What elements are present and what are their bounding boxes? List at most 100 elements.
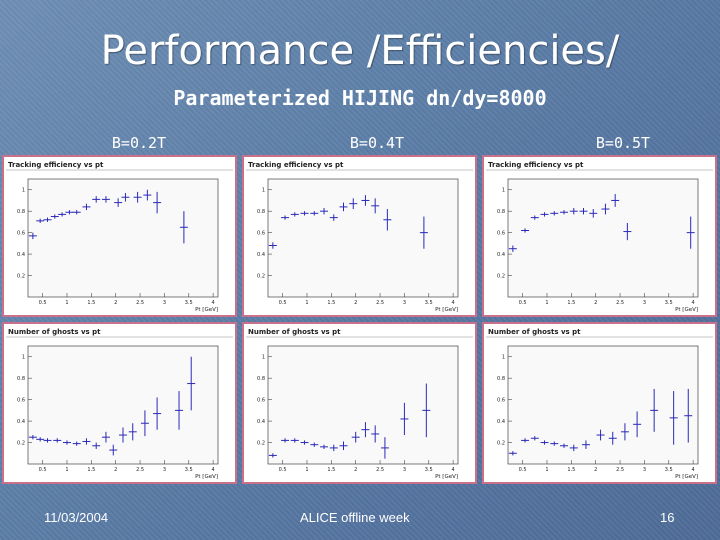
x-tick-label: 4 — [452, 467, 455, 473]
plot-title: Tracking efficiency vs pt — [488, 161, 584, 169]
y-tick-label: 0.4 — [17, 252, 25, 258]
x-tick-label: 4 — [212, 300, 215, 306]
plot-title: Number of ghosts vs pt — [248, 328, 341, 336]
data-point — [109, 444, 118, 456]
footer-event: ALICE offline week — [300, 510, 410, 525]
data-point — [281, 215, 290, 220]
x-tick-label: 1.5 — [87, 467, 95, 473]
x-tick-label: 2.5 — [376, 300, 384, 306]
plot-frame — [267, 178, 459, 298]
ghosts-plot-b04-svg: Number of ghosts vs pt 0.2 0.4 0.6 0.8 1 0.5 1 1… — [246, 328, 473, 480]
data-point — [153, 397, 162, 430]
y-tick-label: 1 — [262, 355, 265, 361]
x-tick-label: 0.5 — [519, 300, 527, 306]
y-tick-label: 0.6 — [257, 398, 265, 404]
x-tick-label: 3 — [643, 467, 646, 473]
x-tick-label: 2.5 — [616, 467, 624, 473]
data-point — [101, 196, 110, 203]
data-point — [92, 196, 101, 203]
data-point — [371, 425, 380, 443]
data-point — [560, 210, 569, 215]
x-tick-label: 2.5 — [136, 467, 144, 473]
y-tick-label: 0.6 — [257, 231, 265, 237]
ghosts-plot-b02-svg: Number of ghosts vs pt 0.2 0.4 0.6 0.8 1 0.5 1 1… — [6, 328, 233, 480]
data-point — [383, 209, 392, 231]
ghosts-plot-b04: Number of ghosts vs pt 0.2 0.4 0.6 0.8 1 0.5 1 1… — [242, 322, 477, 484]
data-point — [82, 438, 91, 445]
data-point — [133, 191, 142, 203]
data-point — [650, 388, 659, 432]
data-point — [175, 391, 184, 430]
y-tick-label: 0.8 — [257, 376, 265, 382]
y-tick-label: 0.4 — [497, 419, 505, 425]
field-label-2: B=0.4T — [349, 134, 405, 152]
x-tick-label: 2.5 — [136, 300, 144, 306]
data-point — [28, 232, 37, 240]
data-point — [361, 422, 370, 438]
data-point — [540, 212, 549, 217]
x-tick-label: 2.5 — [616, 300, 624, 306]
data-point — [521, 438, 530, 443]
x-axis-label: Pt [GeV] — [195, 307, 218, 313]
plot-frame — [267, 345, 459, 465]
x-tick-label: 0.5 — [279, 300, 287, 306]
data-point — [36, 218, 45, 223]
y-tick-label: 0.2 — [497, 274, 505, 280]
data-point — [58, 212, 67, 217]
x-tick-label: 3.5 — [665, 300, 673, 306]
data-point — [310, 211, 319, 216]
y-tick-label: 0.4 — [17, 419, 25, 425]
data-point — [349, 198, 358, 210]
y-tick-label: 0.6 — [497, 231, 505, 237]
data-point — [329, 444, 338, 452]
data-point — [422, 383, 431, 438]
plot-title: Number of ghosts vs pt — [488, 328, 581, 336]
data-point — [508, 245, 517, 252]
data-point — [119, 427, 127, 443]
field-label-3: B=0.5T — [595, 134, 651, 152]
data-point — [589, 209, 598, 218]
y-tick-label: 0.2 — [17, 441, 25, 447]
data-point — [581, 440, 590, 449]
data-point — [300, 440, 309, 445]
data-point — [121, 192, 130, 202]
x-tick-label: 1 — [65, 467, 68, 473]
data-point — [684, 388, 693, 443]
data-point — [290, 438, 299, 443]
x-tick-label: 0.5 — [519, 467, 527, 473]
x-tick-label: 4 — [452, 300, 455, 306]
efficiency-plot-b02: Tracking efficiency vs pt 0.2 0.4 0.6 0.8 1 0.… — [2, 155, 237, 317]
data-point — [128, 423, 137, 441]
x-tick-label: 1.5 — [567, 467, 575, 473]
data-point — [268, 242, 277, 249]
x-tick-label: 3.5 — [425, 300, 433, 306]
x-tick-label: 3 — [163, 300, 166, 306]
x-tick-label: 3 — [163, 467, 166, 473]
data-point — [268, 453, 277, 458]
y-tick-label: 0.6 — [17, 231, 25, 237]
data-point — [143, 189, 152, 201]
y-tick-label: 0.8 — [497, 376, 505, 382]
data-point — [550, 441, 559, 446]
x-tick-label: 1 — [65, 300, 68, 306]
data-point — [43, 438, 52, 443]
data-point — [560, 443, 569, 448]
data-point — [140, 410, 149, 437]
data-point — [521, 228, 530, 233]
slide-subtitle: Parameterized HIJING dn/dy=8000 — [173, 86, 547, 110]
data-point — [65, 210, 74, 215]
x-axis-label: Pt [GeV] — [435, 474, 458, 480]
y-tick-label: 0.2 — [497, 441, 505, 447]
data-point — [329, 214, 338, 221]
x-tick-label: 1.5 — [87, 300, 95, 306]
x-tick-label: 0.5 — [39, 300, 47, 306]
plot-frame — [27, 345, 219, 465]
y-tick-label: 0.4 — [257, 252, 265, 258]
data-point — [608, 431, 617, 445]
data-point — [620, 423, 629, 441]
data-point — [371, 198, 380, 214]
data-point — [339, 441, 348, 451]
x-tick-label: 2 — [354, 300, 357, 306]
x-tick-label: 3.5 — [425, 467, 433, 473]
data-point — [153, 191, 162, 214]
